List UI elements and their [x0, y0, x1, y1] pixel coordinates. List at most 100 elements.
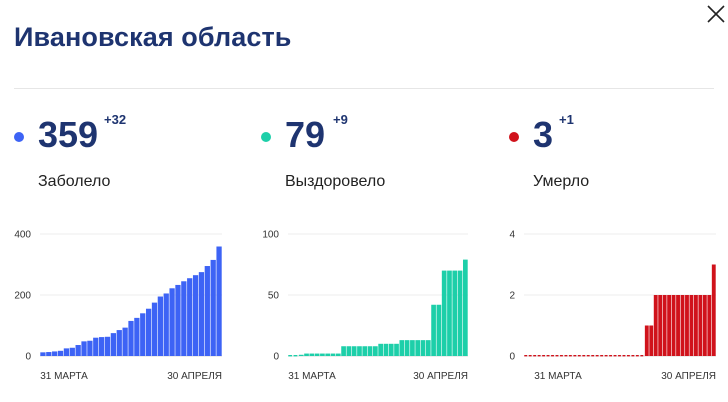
bar [304, 353, 309, 356]
bar [362, 346, 368, 356]
recovered-value: 79 [285, 114, 326, 155]
bar [87, 340, 93, 356]
bar [693, 295, 698, 356]
bar [415, 340, 421, 356]
bar [335, 353, 341, 356]
y-tick-label: 0 [25, 352, 31, 363]
deaths-value: 3 [533, 114, 554, 155]
bar [555, 355, 559, 357]
bar [420, 340, 426, 356]
bar [104, 336, 111, 356]
bar [649, 325, 654, 356]
bar [653, 295, 658, 356]
bar [378, 343, 383, 356]
bar [341, 346, 346, 356]
bar [631, 355, 635, 357]
recovered-dot-icon [261, 132, 271, 142]
bar [93, 337, 99, 356]
bar [81, 341, 87, 356]
bar [463, 259, 468, 356]
bar [431, 304, 436, 356]
chart-cases: 0 200 400 31 МАРТА 30 АПРЕЛЯ [0, 222, 240, 392]
bar [367, 346, 373, 356]
bar [626, 355, 630, 357]
bar [145, 308, 152, 356]
x-tick-label: 31 МАРТА [288, 371, 336, 382]
y-tick-label: 2 [509, 291, 515, 302]
bar [640, 355, 644, 357]
bar [707, 295, 712, 356]
bar [586, 355, 590, 357]
bar [314, 353, 320, 356]
bar [542, 355, 546, 357]
bar [546, 355, 550, 357]
bar [457, 270, 463, 356]
cases-chart-svg: 0 200 400 31 МАРТА 30 АПРЕЛЯ [14, 230, 222, 382]
bar [600, 355, 604, 357]
bar [436, 304, 442, 356]
bar [533, 355, 537, 357]
bar [46, 352, 52, 356]
bar [151, 302, 158, 356]
bar [644, 325, 649, 356]
bar [309, 353, 315, 356]
bar [680, 295, 685, 356]
bar [163, 293, 169, 356]
x-tick-label: 31 МАРТА [40, 371, 88, 382]
cases-label: Заболело [38, 173, 111, 190]
bar [537, 355, 541, 357]
bar [573, 355, 577, 357]
bar [63, 348, 70, 356]
y-tick-label: 50 [268, 291, 280, 302]
bar [122, 327, 128, 356]
bar [293, 355, 298, 357]
bar [671, 295, 676, 356]
bar [658, 295, 663, 356]
bar [169, 288, 175, 356]
bar [564, 355, 568, 357]
bar [99, 337, 105, 356]
bar [216, 246, 222, 356]
cases-value: 359 [38, 114, 99, 155]
bar [447, 270, 452, 356]
bar [187, 278, 193, 356]
bar [175, 284, 181, 356]
bar [110, 333, 117, 356]
header-divider [14, 88, 714, 89]
bar [618, 355, 621, 357]
bar [560, 355, 563, 357]
bar [346, 346, 352, 356]
bar [320, 353, 325, 356]
bar [75, 345, 81, 356]
bar [595, 355, 599, 357]
close-icon [707, 5, 725, 23]
cases-delta: +32 [104, 112, 127, 127]
bar [568, 355, 572, 357]
deaths-chart-svg: 0 2 4 31 МАРТА 30 АПРЕЛЯ [509, 230, 716, 382]
page-title: Ивановская область [14, 22, 292, 52]
bar [702, 295, 707, 356]
bar [128, 320, 134, 356]
bar [57, 350, 64, 356]
bar [711, 264, 716, 356]
bar [613, 355, 617, 357]
y-tick-label: 0 [273, 352, 279, 363]
bar [425, 340, 431, 356]
cases-dot-icon [14, 132, 24, 142]
bar [609, 355, 613, 357]
deaths-label: Умерло [533, 173, 590, 190]
chart-recovered: 0 50 100 31 МАРТА 30 АПРЕЛЯ [248, 222, 488, 392]
bar [288, 355, 292, 357]
y-tick-label: 0 [509, 352, 515, 363]
close-button[interactable] [704, 2, 728, 26]
bar [622, 355, 626, 357]
bar [551, 355, 554, 357]
bar [157, 296, 163, 356]
bar [357, 346, 362, 356]
bar [383, 343, 389, 356]
bar [399, 340, 405, 356]
bar [685, 295, 689, 356]
y-tick-label: 200 [14, 291, 31, 302]
bar [689, 295, 694, 356]
bar [410, 340, 415, 356]
